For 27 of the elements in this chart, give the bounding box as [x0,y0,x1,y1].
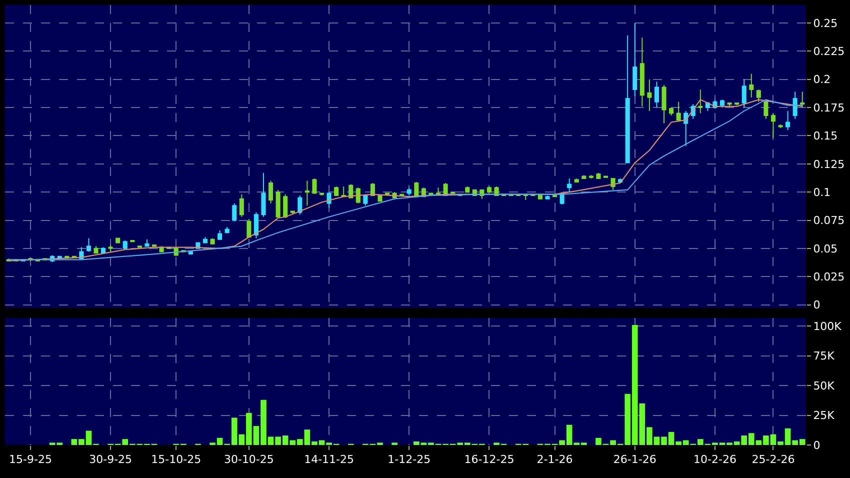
y-tick-label: 0.05 [813,242,838,256]
y-tick-label: 0 [813,298,820,312]
x-tick-label: 30-10-25 [224,453,274,466]
x-tick-label: 26-1-26 [613,453,656,466]
y-tick-label: 0.1 [813,186,831,199]
y-tick-label: 75K [813,350,836,363]
y-tick-label: 0.15 [813,130,838,143]
y-tick-label: 0.225 [813,45,845,58]
y-tick-label: 25K [813,409,836,422]
x-tick-label: 15-9-25 [9,453,52,466]
y-tick-label: 0.075 [813,214,845,228]
x-tick-label: 30-9-25 [89,453,132,466]
y-tick-label: 0.2 [813,73,831,86]
y-tick-label: 0.175 [813,101,845,114]
y-tick-label: 50K [813,379,836,392]
y-tick-label: 0 [813,438,820,452]
x-tick-label: 15-10-25 [151,453,202,466]
x-tick-label: 25-2-26 [752,453,795,466]
x-tick-label: 2-1-26 [536,453,573,466]
x-tick-label: 14-11-25 [304,453,354,466]
x-tick-label: 16-12-25 [464,453,514,466]
x-tick-label: 10-2-26 [694,453,736,466]
y-tick-label: 0.025 [813,270,845,284]
y-tick-label: 0.125 [813,158,845,171]
y-tick-label: 100K [813,320,842,334]
y-tick-label: 0.25 [813,16,838,30]
x-tick-label: 1-12-25 [388,453,431,466]
